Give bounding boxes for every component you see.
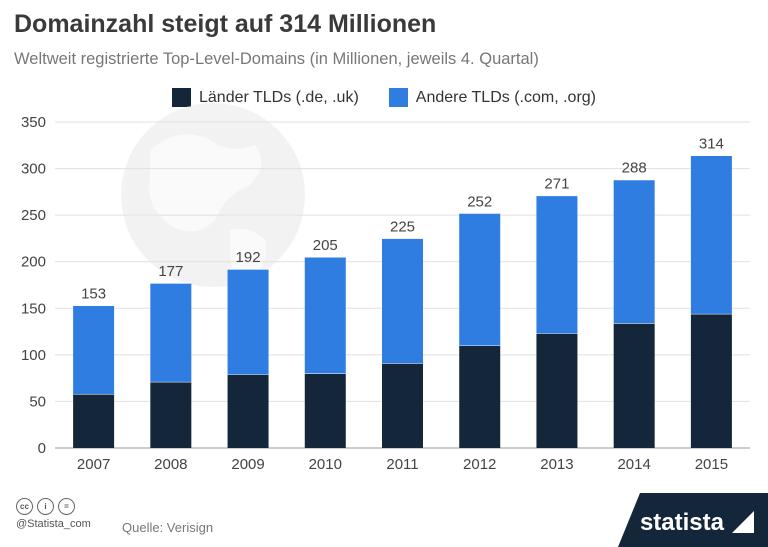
bar-segment-andere [73,305,115,394]
y-tick-label: 0 [38,440,46,457]
bar-segment-andere [382,238,423,364]
bar-segment-andere [459,213,501,346]
bar-segment-laender [690,313,732,448]
brand-badge[interactable]: statista [618,493,768,547]
twitter-handle: @Statista_com [16,518,91,530]
y-tick-label: 150 [21,300,46,317]
cc-license-icon: cc [16,498,33,515]
y-tick-label: 250 [21,207,46,224]
legend-swatch-laender [172,88,191,107]
no-derivatives-icon: = [58,498,75,515]
license-area: cc i = @Statista_com [16,498,91,530]
brand-background [618,493,768,547]
bar-segment-andere [150,283,192,382]
x-tick-label: 2012 [463,456,496,473]
x-tick-label: 2011 [386,456,418,473]
legend-label-andere: Andere TLDs (.com, .org) [415,88,596,106]
bar-segment-laender [459,345,501,448]
legend-item-andere: Andere TLDs (.com, .org) [388,88,596,107]
bar-total-label: 205 [313,237,338,254]
attribution-icon: i [37,498,54,515]
y-tick-label: 100 [21,347,46,364]
y-tick-label: 350 [21,114,46,131]
bars [73,155,732,448]
bar-total-label: 177 [158,263,183,280]
bar-segment-laender [382,363,423,448]
x-tick-label: 2007 [77,456,110,473]
bar-segment-andere [613,179,655,324]
bar-total-label: 225 [390,218,415,235]
legend: Länder TLDs (.de, .uk) Andere TLDs (.com… [0,88,768,107]
bar-segment-andere [690,155,732,314]
bar-segment-laender [150,381,192,448]
bar-segment-laender [536,333,578,448]
labels: 0 50 100 150 200 250 300 350 153 2007 177 2008 192 20… [21,114,728,473]
y-tick-label: 300 [21,161,46,178]
x-tick-label: 2009 [231,456,264,473]
bar-segment-laender [227,374,269,448]
bar-total-label: 192 [236,249,261,266]
bar-total-label: 271 [544,176,569,193]
chart-subtitle: Weltweit registrierte Top-Level-Domains … [14,50,539,68]
bar-total-label: 252 [467,193,492,210]
y-tick-label: 50 [29,393,46,410]
source-note: Quelle: Verisign [122,520,214,535]
x-tick-label: 2013 [540,456,573,473]
legend-item-laender: Länder TLDs (.de, .uk) [172,88,359,107]
x-tick-label: 2014 [617,456,650,473]
bar-total-label: 153 [81,285,106,302]
x-tick-label: 2015 [695,456,728,473]
y-tick-label: 200 [21,254,46,271]
bar-segment-laender [73,393,115,448]
chart-title: Domainzahl steigt auf 314 Millionen [14,10,437,38]
bar-segment-andere [536,195,578,334]
globe-watermark [121,103,305,287]
bar-total-label: 314 [699,136,724,153]
bar-segment-andere [304,257,346,374]
bar-total-label: 288 [622,160,647,177]
bar-segment-laender [304,373,346,448]
x-tick-label: 2010 [309,456,342,473]
x-tick-label: 2008 [154,456,187,473]
bar-segment-andere [227,269,269,375]
brand-logo-text: statista [639,509,724,536]
legend-label-laender: Länder TLDs (.de, .uk) [199,88,359,106]
legend-swatch-andere [388,88,408,107]
bar-segment-laender [613,323,655,448]
